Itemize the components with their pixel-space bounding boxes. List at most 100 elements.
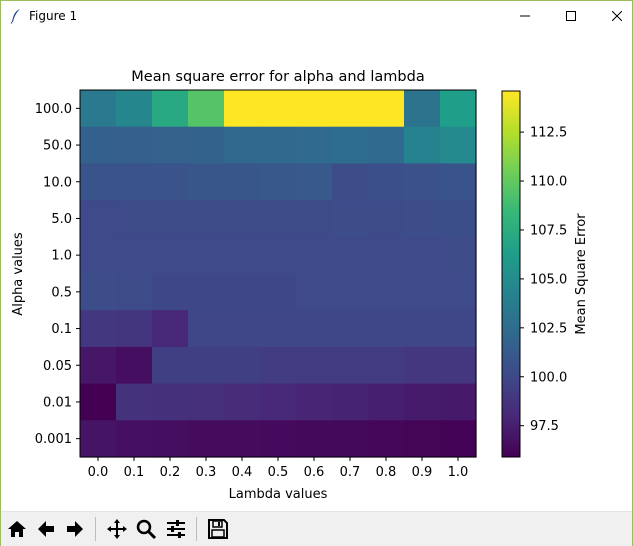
back-arrow-icon <box>38 521 54 537</box>
heatmap-cell <box>260 383 297 421</box>
y-tick-label: 5.0 <box>51 212 72 227</box>
heatmap-cell <box>116 90 153 128</box>
heatmap-cell <box>404 383 441 421</box>
heatmap-cell <box>224 420 261 458</box>
heatmap-cell <box>152 126 189 164</box>
y-tick-label: 0.05 <box>43 359 72 374</box>
save-button[interactable] <box>204 515 232 543</box>
home-icon <box>8 521 26 537</box>
heatmap-cell <box>188 383 225 421</box>
back-button[interactable] <box>32 515 60 543</box>
toolbar-separator <box>95 517 96 541</box>
heatmap-cell <box>296 310 333 348</box>
heatmap-cell <box>296 236 333 275</box>
heatmap-cell <box>332 90 369 128</box>
heatmap-cell <box>404 90 441 128</box>
heatmap-cell <box>80 420 117 458</box>
heatmap-cell <box>368 163 405 201</box>
heatmap-cell <box>116 273 153 311</box>
heatmap-cell <box>332 420 369 458</box>
heatmap-cell <box>260 236 297 275</box>
heatmap-cell <box>224 90 261 128</box>
zoom-button[interactable] <box>132 515 160 543</box>
y-tick-label: 10.0 <box>43 175 72 190</box>
heatmap-cell <box>260 126 297 164</box>
heatmap-cell <box>116 383 153 421</box>
x-tick-label: 0.7 <box>340 465 361 480</box>
y-axis-label: Alpha values <box>11 232 26 316</box>
heatmap-cell <box>440 126 477 164</box>
heatmap-cell <box>368 420 405 458</box>
heatmap-cell <box>260 273 297 311</box>
minimize-icon <box>520 15 530 17</box>
toolbar-separator <box>196 517 197 541</box>
colorbar-tick-label: 97.5 <box>530 419 559 434</box>
heatmap-cell <box>440 163 477 201</box>
heatmap-cell <box>116 310 153 348</box>
heatmap-cell <box>296 273 333 311</box>
heatmap-cell <box>404 126 441 164</box>
x-tick-label: 0.5 <box>268 465 289 480</box>
configure-subplots-button[interactable] <box>162 515 190 543</box>
x-tick-label: 0.9 <box>412 465 433 480</box>
heatmap-cell <box>368 310 405 348</box>
heatmap-cell <box>116 163 153 201</box>
x-axis-ticks: 0.0 0.1 0.2 0.3 0.4 0.5 0.6 0.7 0.8 0.9 1.0 <box>88 457 468 480</box>
heatmap-cell <box>152 420 189 458</box>
heatmap-cell <box>152 163 189 201</box>
maximize-button[interactable] <box>548 1 594 31</box>
x-tick-label: 0.2 <box>160 465 181 480</box>
maximize-icon <box>566 11 576 21</box>
x-tick-label: 0.3 <box>196 465 217 480</box>
heatmap-cell <box>404 163 441 201</box>
heatmap-cell <box>296 420 333 458</box>
figure-canvas[interactable]: Mean square error for alpha and lambda 0… <box>1 31 632 511</box>
heatmap-cell <box>188 273 225 311</box>
heatmap-cell <box>188 200 225 238</box>
heatmap-cell <box>440 346 477 385</box>
heatmap-cell <box>332 126 369 164</box>
heatmap-cell <box>368 273 405 311</box>
heatmap-cell <box>152 383 189 421</box>
heatmap-cell <box>296 90 333 128</box>
forward-button[interactable] <box>61 515 89 543</box>
minimize-button[interactable] <box>502 1 548 31</box>
heatmap-cell <box>152 236 189 275</box>
heatmap-cell <box>188 90 225 128</box>
heatmap-cell <box>224 273 261 311</box>
colorbar-tick-label: 110.0 <box>530 175 567 190</box>
heatmap-cell <box>296 200 333 238</box>
y-tick-label: 0.001 <box>35 432 72 447</box>
heatmap-cell <box>404 346 441 385</box>
pan-button[interactable] <box>103 515 131 543</box>
heatmap-cell <box>260 420 297 458</box>
heatmap-cell <box>368 346 405 385</box>
heatmap-cell <box>404 273 441 311</box>
heatmap-cell <box>188 163 225 201</box>
heatmap-cell <box>404 200 441 238</box>
x-tick-label: 0.4 <box>232 465 253 480</box>
x-tick-label: 0.6 <box>304 465 325 480</box>
heatmap-cell <box>296 383 333 421</box>
close-button[interactable] <box>594 1 633 31</box>
title-bar[interactable]: Figure 1 <box>1 1 632 31</box>
home-button[interactable] <box>3 515 31 543</box>
heatmap-cell <box>152 346 189 385</box>
heatmap-cell <box>116 236 153 275</box>
heatmap-cell <box>152 90 189 128</box>
heatmap-cell <box>440 200 477 238</box>
heatmap-cell <box>440 90 477 128</box>
heatmap-cell <box>152 273 189 311</box>
pan-icon <box>107 519 127 539</box>
zoom-icon <box>136 519 157 540</box>
y-tick-label: 50.0 <box>43 139 72 154</box>
heatmap-cell <box>80 236 117 275</box>
heatmap-cell <box>152 200 189 238</box>
heatmap-cell <box>80 346 117 385</box>
heatmap-cell <box>224 383 261 421</box>
heatmap-cell <box>80 90 117 128</box>
window-title: Figure 1 <box>29 9 78 23</box>
heatmap-cell <box>368 383 405 421</box>
heatmap-cell <box>116 420 153 458</box>
